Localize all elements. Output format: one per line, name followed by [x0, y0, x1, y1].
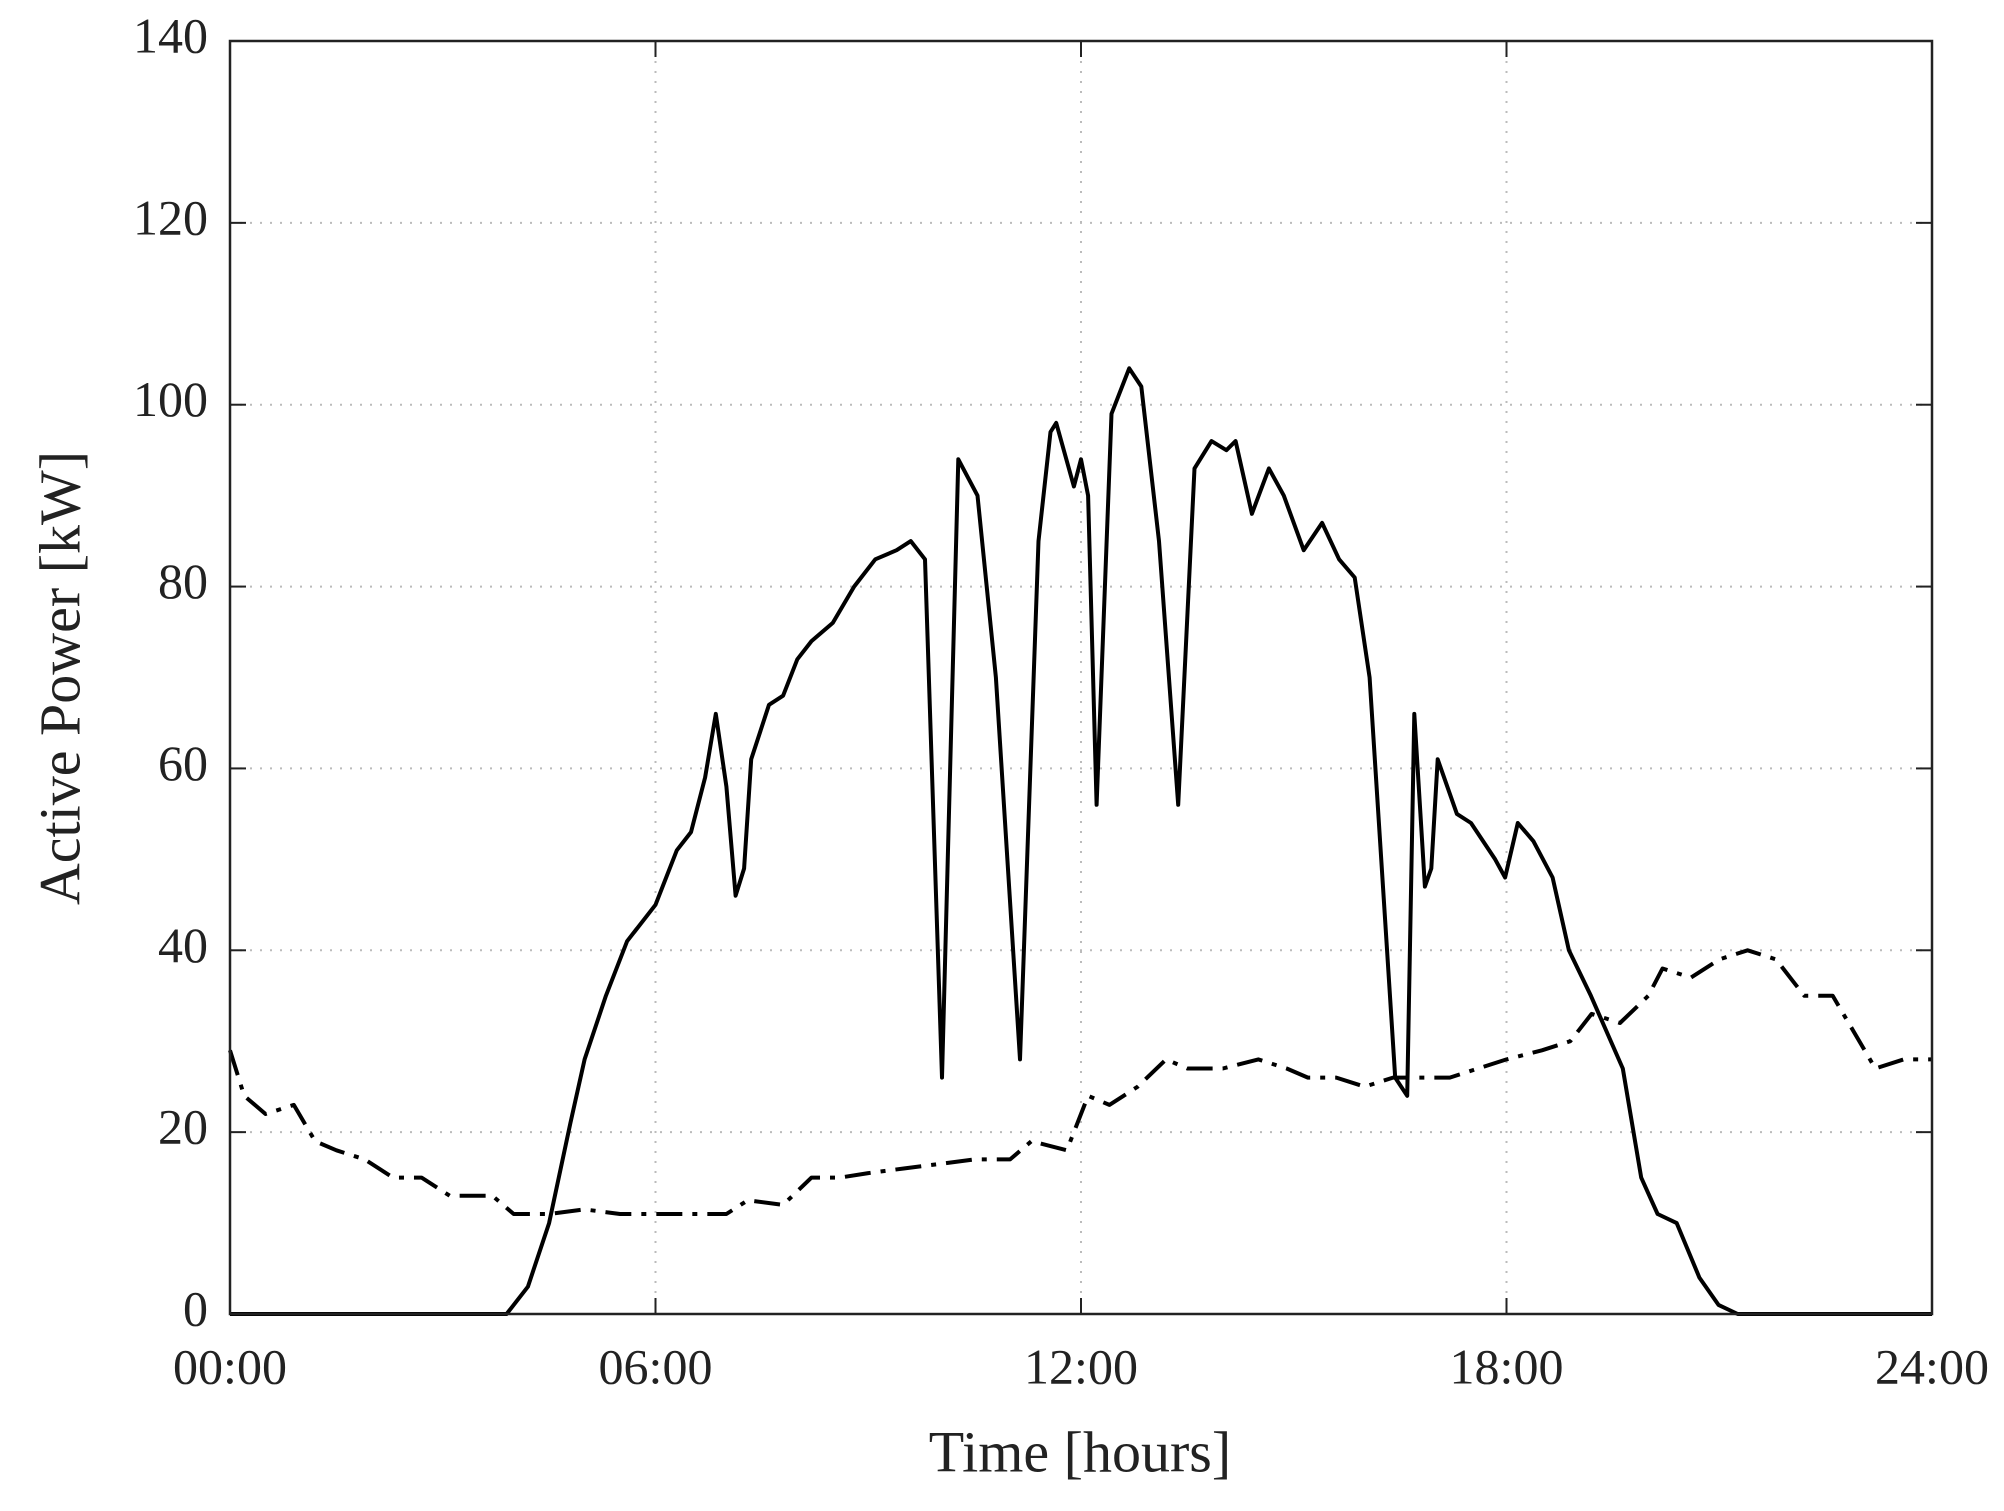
y-tick-label: 120	[133, 189, 208, 245]
plot-frame	[228, 39, 1934, 1316]
y-tick-label: 80	[158, 553, 208, 609]
data-line	[228, 948, 1932, 1216]
y-tick-label: 0	[183, 1280, 208, 1336]
x-tick-label: 24:00	[1875, 1338, 1989, 1394]
data-line	[230, 366, 1932, 1316]
y-axis-label: Active Power [kW]	[27, 451, 92, 905]
x-tick-label: 18:00	[1450, 1338, 1564, 1394]
x-axis-label: Time [hours]	[929, 1419, 1231, 1484]
x-tick-label: 06:00	[599, 1338, 713, 1394]
x-tick-label: 12:00	[1024, 1338, 1138, 1394]
x-tick-label: 00:00	[173, 1338, 287, 1394]
y-tick-label: 40	[158, 917, 208, 973]
y-tick-label: 140	[133, 7, 208, 63]
y-tick-label: 60	[158, 735, 208, 791]
y-tick-label: 20	[158, 1099, 208, 1155]
y-tick-label: 100	[133, 371, 208, 427]
